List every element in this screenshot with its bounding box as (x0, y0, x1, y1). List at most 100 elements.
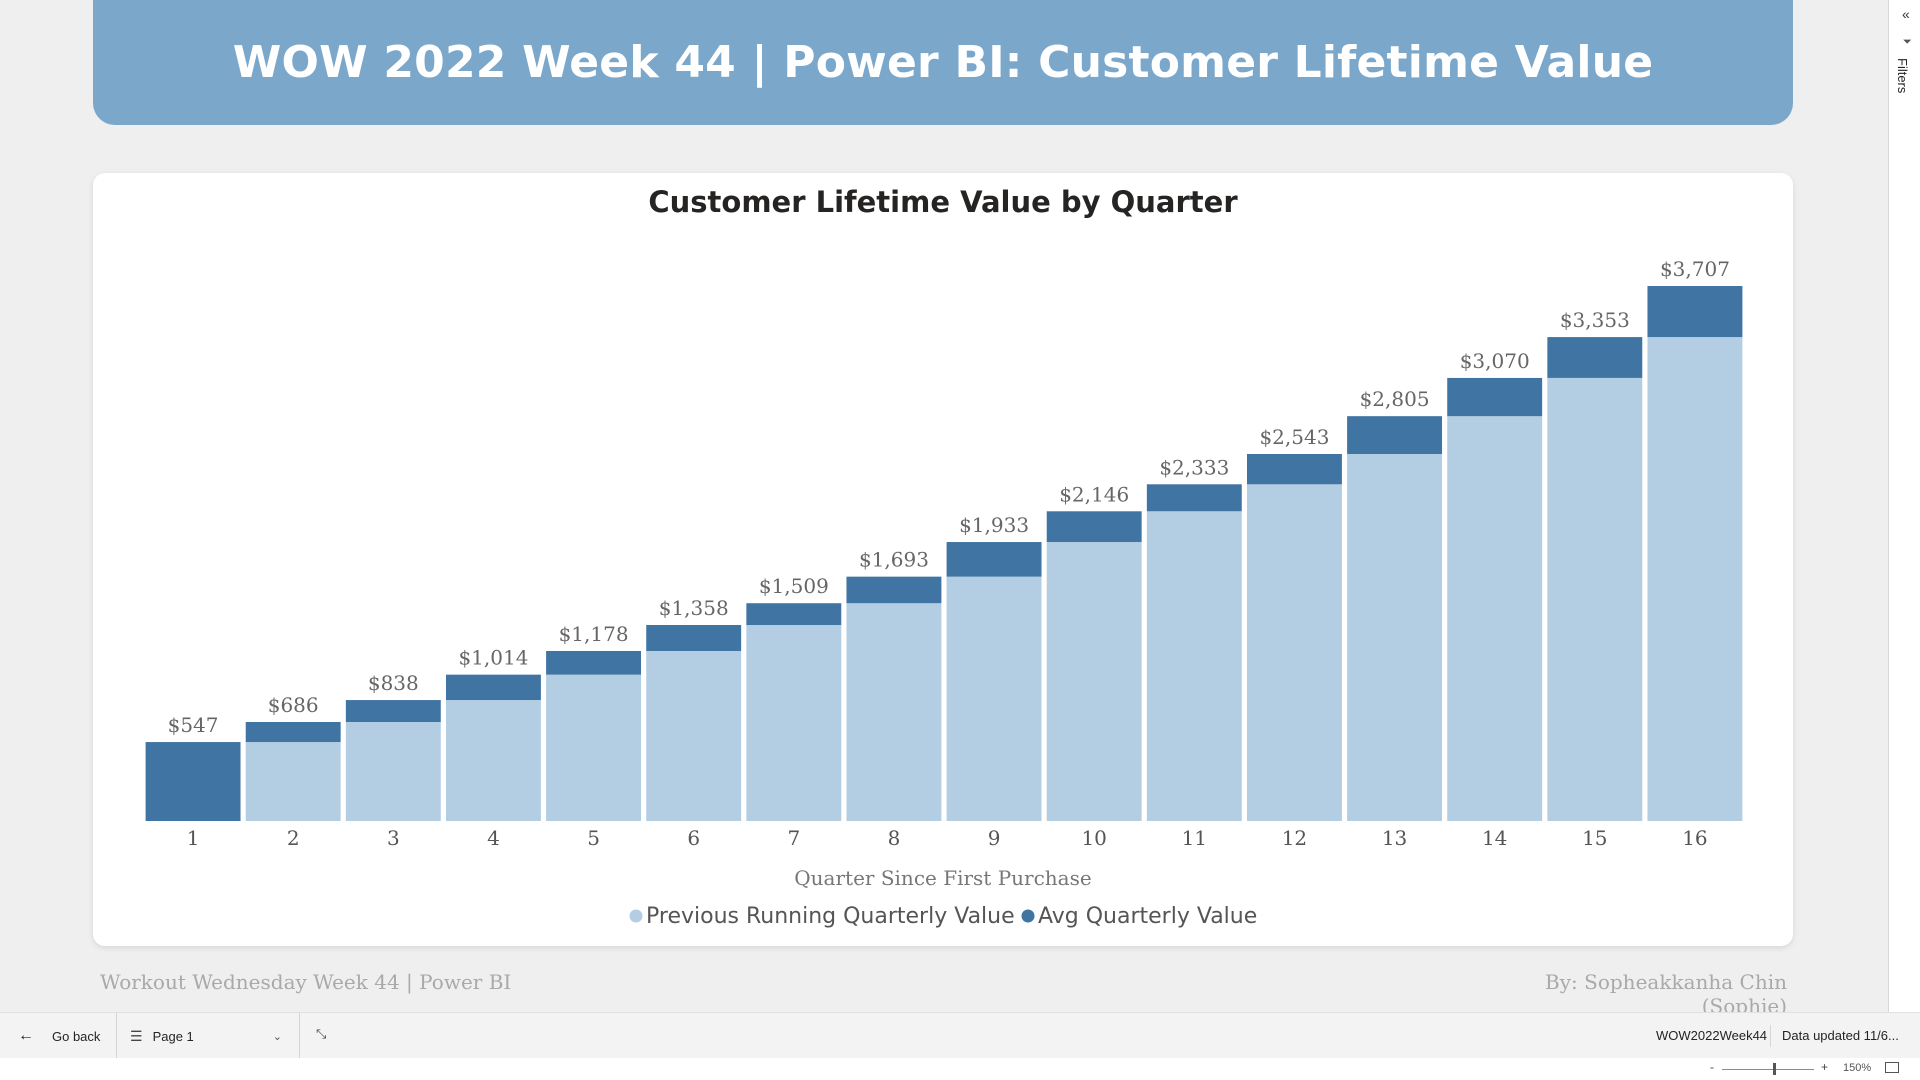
x-tick-label: 16 (1682, 826, 1707, 850)
bar-segment-avg-value[interactable] (1246, 453, 1342, 485)
x-tick-label: 6 (687, 826, 700, 850)
data-label: $3,707 (1660, 257, 1730, 281)
chevron-down-icon: ⌄ (272, 1030, 282, 1043)
data-updated-text: Data updated 11/6... (1782, 1028, 1899, 1043)
x-tick-label: 14 (1482, 826, 1507, 850)
x-axis-title: Quarter Since First Purchase (794, 866, 1091, 890)
x-tick-label: 4 (487, 826, 500, 850)
data-label: $2,805 (1360, 387, 1430, 411)
data-label: $1,014 (458, 646, 528, 670)
zoom-bar: - + 150% (0, 1058, 1920, 1080)
report-name: WOW2022Week44 (1656, 1028, 1768, 1043)
footer-author: By: Sopheakkanha Chin (Sophie) (1545, 970, 1787, 1018)
divider (299, 1013, 300, 1059)
bar-segment-previous-value[interactable] (846, 603, 942, 821)
legend-label-avg-value: Avg Quarterly Value (1038, 904, 1257, 929)
x-tick-label: 11 (1182, 826, 1207, 850)
zoom-in-button[interactable]: + (1821, 1060, 1829, 1074)
zoom-slider-track[interactable] (1722, 1069, 1814, 1070)
divider (116, 1013, 117, 1059)
page-select-value: Page 1 (152, 1028, 194, 1044)
bar-segment-avg-value[interactable] (145, 742, 241, 821)
page-list-icon: ☰ (130, 1027, 143, 1044)
bar-segment-previous-value[interactable] (546, 674, 642, 821)
x-tick-label: 5 (587, 826, 600, 850)
data-label: $838 (368, 671, 419, 695)
bar-segment-previous-value[interactable] (345, 721, 441, 821)
bar-segment-avg-value[interactable] (1547, 337, 1643, 378)
filters-pane[interactable]: « ⏷ Filters (1888, 0, 1920, 1012)
bar-segment-previous-value[interactable] (1447, 416, 1543, 821)
legend-swatch-previous-value[interactable] (629, 909, 643, 923)
legend-swatch-avg-value[interactable] (1021, 909, 1035, 923)
x-tick-label: 13 (1382, 826, 1407, 850)
bar-segment-avg-value[interactable] (345, 700, 441, 722)
x-tick-label: 2 (287, 826, 300, 850)
bar-segment-previous-value[interactable] (1046, 542, 1142, 821)
x-tick-label: 7 (787, 826, 800, 850)
legend-label-previous-value: Previous Running Quarterly Value (646, 904, 1015, 929)
zoom-slider-thumb[interactable] (1773, 1063, 1776, 1075)
chart-card[interactable]: Customer Lifetime Value by Quarter $547 1… (93, 173, 1793, 946)
bar-segment-avg-value[interactable] (245, 721, 341, 743)
bar-segment-avg-value[interactable] (1447, 377, 1543, 417)
page-select[interactable]: ☰ Page 1 ⌄ (130, 1013, 290, 1059)
data-label: $1,509 (759, 574, 829, 598)
bar-segment-previous-value[interactable] (1547, 377, 1643, 821)
go-back-label: Go back (52, 1028, 101, 1044)
bar-segment-previous-value[interactable] (1246, 484, 1342, 821)
chart-title: Customer Lifetime Value by Quarter (648, 185, 1238, 219)
x-tick-label: 15 (1582, 826, 1607, 850)
bar-segment-previous-value[interactable] (445, 700, 541, 821)
x-tick-label: 10 (1081, 826, 1106, 850)
data-label: $2,146 (1059, 482, 1129, 506)
bar-segment-avg-value[interactable] (1046, 511, 1142, 543)
collapse-arrows-icon[interactable]: ⤡ (316, 1026, 327, 1041)
filter-funnel-icon: ⏷ (1903, 36, 1912, 48)
bar-segment-avg-value[interactable] (1347, 416, 1443, 454)
data-label: $1,178 (559, 622, 629, 646)
go-back-button[interactable]: ← Go back (18, 1013, 100, 1059)
x-tick-label: 9 (988, 826, 1001, 850)
report-title: WOW 2022 Week 44 | Power BI: Customer Li… (232, 37, 1654, 88)
data-label: $3,070 (1460, 349, 1530, 373)
x-tick-label: 1 (187, 826, 200, 850)
bar-segment-avg-value[interactable] (1146, 484, 1242, 512)
data-label: $1,693 (859, 548, 929, 572)
bar-segment-avg-value[interactable] (946, 542, 1042, 577)
data-label: $2,333 (1159, 455, 1229, 479)
divider (1770, 1025, 1771, 1047)
bar-segment-avg-value[interactable] (445, 674, 541, 701)
bar-segment-previous-value[interactable] (746, 625, 842, 821)
bar-segment-previous-value[interactable] (946, 576, 1042, 821)
data-label: $1,358 (659, 596, 729, 620)
back-arrow-icon: ← (18, 1027, 34, 1044)
data-label: $1,933 (959, 513, 1029, 537)
zoom-out-button[interactable]: - (1710, 1060, 1714, 1074)
data-label: $3,353 (1560, 308, 1630, 332)
bottom-navigation-bar: ← Go back ☰ Page 1 ⌄ ⤡ WOW2022Week44 Dat… (0, 1012, 1920, 1059)
bar-segment-avg-value[interactable] (846, 576, 942, 604)
x-tick-label: 3 (387, 826, 400, 850)
bar-segment-previous-value[interactable] (1647, 337, 1743, 821)
report-header-banner: WOW 2022 Week 44 | Power BI: Customer Li… (93, 0, 1793, 125)
data-label: $2,543 (1259, 425, 1329, 449)
x-tick-label: 8 (888, 826, 901, 850)
bar-segment-previous-value[interactable] (245, 742, 341, 821)
stacked-bar-chart[interactable]: $547 1 $686 2 $838 3 $1,014 4 $1,178 5 $1,358 6 $1,5… (93, 173, 1793, 946)
bar-segment-avg-value[interactable] (546, 650, 642, 675)
bar-segment-avg-value[interactable] (646, 625, 742, 651)
bar-segment-previous-value[interactable] (1347, 453, 1443, 821)
filters-label[interactable]: Filters (1895, 58, 1910, 94)
fit-to-page-icon[interactable] (1885, 1062, 1899, 1073)
bar-segment-previous-value[interactable] (646, 650, 742, 821)
x-tick-label: 12 (1282, 826, 1307, 850)
data-label: $686 (268, 693, 319, 717)
chevron-left-icon[interactable]: « (1902, 6, 1910, 22)
zoom-level: 150% (1843, 1062, 1872, 1074)
bar-segment-avg-value[interactable] (746, 603, 842, 626)
data-label: $547 (168, 713, 219, 737)
bar-segment-previous-value[interactable] (1146, 511, 1242, 821)
bar-segment-avg-value[interactable] (1647, 286, 1743, 338)
footer-left-text: Workout Wednesday Week 44 | Power BI (100, 970, 512, 994)
